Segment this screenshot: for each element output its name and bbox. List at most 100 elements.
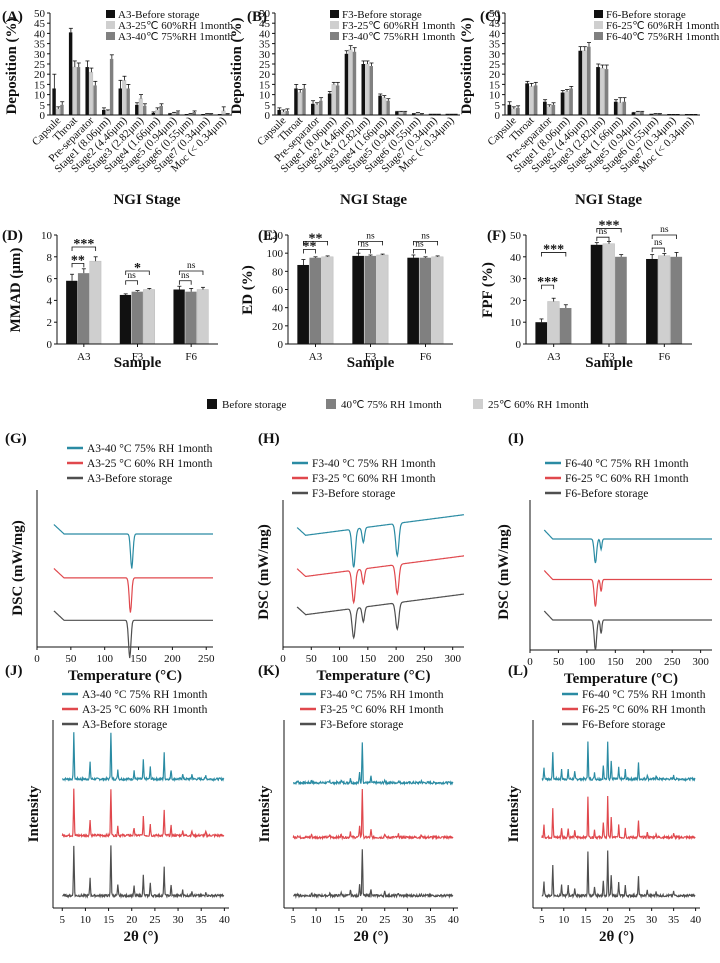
bar-a3-25-60-rh-1month bbox=[321, 256, 334, 345]
y-axis-title: MMAD (μm) bbox=[8, 248, 24, 333]
bar-stage1-8-06-m-f3-25-60-rh-1month bbox=[331, 84, 336, 116]
significance-bracket bbox=[178, 280, 192, 285]
bar-capsule-a3-before-storage bbox=[52, 88, 56, 115]
significance-bracket bbox=[358, 240, 383, 246]
y-tick-label: 10 bbox=[34, 90, 46, 102]
legend-label-f3-40-75-rh-1month: F3-40℃ 75%RH 1month bbox=[342, 31, 456, 43]
bar-throat-a3-40-75-rh-1month bbox=[76, 67, 81, 115]
x-tick-label: 20 bbox=[602, 914, 614, 926]
x-tick-label: 40 bbox=[448, 914, 460, 926]
panel-label: (B) bbox=[247, 9, 267, 25]
significance-label: *** bbox=[537, 275, 558, 290]
chart-b: (B)Deposition (%)05101520253035404550Cap… bbox=[229, 8, 460, 208]
trace-f3-40-c-75-rh-1month bbox=[293, 742, 454, 786]
y-tick-label: 50 bbox=[259, 8, 271, 20]
x-axis-title: Sample bbox=[114, 355, 162, 371]
significance-label: ns bbox=[421, 231, 430, 241]
y-axis-title: FPF (%) bbox=[480, 262, 496, 318]
bar-stage4-1-66-m-f6-40-75-rh-1month bbox=[622, 101, 627, 115]
legend-label-a3-40-c-75-rh-1month: A3-40 °C 75% RH 1month bbox=[87, 443, 213, 455]
x-tick-label: 35 bbox=[196, 914, 208, 926]
x-tick-label: 30 bbox=[402, 914, 414, 926]
y-tick-label: 2 bbox=[47, 317, 53, 329]
significance-bracket bbox=[125, 270, 150, 275]
trace-a3-25-c-60-rh-1month bbox=[61, 788, 225, 839]
x-tick-label: 20 bbox=[356, 914, 368, 926]
x-axis-title: Sample bbox=[347, 355, 395, 371]
panel-label: (G) bbox=[5, 431, 27, 447]
y-axis-title: Deposition (%) bbox=[229, 17, 245, 114]
legend-label-f3-40-c-75-rh-1month: F3-40 °C 75% RH 1month bbox=[312, 458, 436, 470]
panel-label: (L) bbox=[508, 663, 528, 679]
bar-stage1-8-06-m-f6-40-75-rh-1month bbox=[569, 88, 573, 115]
chart-a: (A)Deposition (%)05101520253035404550Cap… bbox=[2, 8, 234, 208]
bar-a3-40-75-rh-1month bbox=[77, 273, 90, 344]
y-tick-label: 15 bbox=[489, 79, 501, 91]
y-tick-label: 20 bbox=[34, 69, 46, 81]
x-axis-title: Temperature (°C) bbox=[68, 668, 182, 684]
bar-throat-a3-before-storage bbox=[68, 32, 73, 115]
trace-f6-40-c-75-rh-1month bbox=[543, 529, 712, 564]
bar-stage6-0-55-m-f3-40-75-rh-1month bbox=[419, 113, 424, 115]
significance-bracket bbox=[413, 249, 426, 254]
bar-f6-25-60-rh-1month bbox=[431, 256, 444, 345]
legend-label-f3-before-storage: F3-Before storage bbox=[312, 488, 395, 500]
legend-label-f6-25-c-60-rh-1month: F6-25 °C 60% RH 1month bbox=[565, 473, 689, 485]
x-tick-label: 300 bbox=[692, 656, 709, 668]
x-tick-label: 100 bbox=[96, 653, 113, 665]
chart-h: (H) DSC (mW/mg) 0 50 100 150 200 250 300 Temperat… bbox=[256, 431, 465, 684]
bar-stage3-2-82-m-f6-25-60-rh-1month bbox=[600, 67, 605, 116]
legend-label-f6-before-storage: F6-Before storage bbox=[582, 719, 665, 731]
bar-moc-0-34-m-a3-25-60-rh-1month bbox=[221, 110, 226, 116]
chart-k: (K) Intensity 5 10 15 20 25 30 35 40 2θ (°) F3-40 °… bbox=[257, 663, 459, 945]
y-tick-label: 40 bbox=[259, 28, 271, 40]
bar-f3-40-75-rh-1month bbox=[364, 255, 377, 344]
bar-throat-f6-40-75-rh-1month bbox=[533, 85, 538, 115]
panel-label: (F) bbox=[487, 228, 506, 244]
y-tick-label: 25 bbox=[259, 59, 271, 71]
bar-stage5-0-94-m-f6-before-storage bbox=[631, 112, 636, 115]
bar-stage3-2-82-m-a3-before-storage bbox=[135, 104, 139, 115]
x-tick-label: 10 bbox=[80, 914, 92, 926]
legend-label-a3-40-c-75-rh-1month: A3-40 °C 75% RH 1month bbox=[82, 689, 208, 701]
trace-f3-25-c-60-rh-1month bbox=[296, 555, 464, 605]
bar-f3-before-storage bbox=[352, 255, 364, 344]
bar-f3-25-60-rh-1month bbox=[143, 289, 155, 345]
y-tick-label: 5 bbox=[265, 100, 271, 112]
x-tick-label: 50 bbox=[65, 653, 77, 665]
y-tick-label: 40 bbox=[34, 28, 46, 40]
x-tick-label: 5 bbox=[539, 914, 545, 926]
bar-f6-40-75-rh-1month bbox=[185, 291, 197, 344]
significance-bracket bbox=[413, 240, 438, 246]
y-tick-label: 15 bbox=[34, 79, 46, 91]
bar-pre-separator-f3-40-75-rh-1month bbox=[319, 100, 323, 115]
legend-label-f6-40-75-rh-1month: F6-40℃ 75%RH 1month bbox=[606, 31, 720, 43]
y-tick-label: 0 bbox=[495, 110, 501, 122]
bar-a3-before-storage bbox=[535, 322, 548, 344]
legend-label-f6-40-c-75-rh-1month: F6-40 °C 75% RH 1month bbox=[565, 458, 689, 470]
x-axis-title: 2θ (°) bbox=[599, 929, 634, 945]
chart-c: (C)Deposition (%)05101520253035404550Cap… bbox=[459, 8, 720, 208]
x-tick-label: 50 bbox=[306, 653, 318, 665]
legend-label-25-60-rh-1month: 25℃ 60% RH 1month bbox=[488, 399, 589, 411]
bar-f6-before-storage bbox=[407, 257, 419, 344]
bar-stage2-4-46-m-a3-25-60-rh-1month bbox=[122, 80, 127, 116]
x-tick-label: 35 bbox=[425, 914, 437, 926]
legend-swatch-f6-25-60-rh-1month bbox=[594, 21, 603, 29]
y-tick-label: 5 bbox=[40, 100, 46, 112]
bar-stage4-1-66-m-f3-40-75-rh-1month bbox=[386, 100, 390, 115]
x-tick-label: 5 bbox=[290, 914, 296, 926]
significance-label: *** bbox=[73, 237, 94, 252]
y-axis-title: DSC (mW/mg) bbox=[256, 524, 272, 619]
y-axis-title: Intensity bbox=[26, 785, 42, 842]
y-tick-label: 10 bbox=[259, 90, 271, 102]
y-tick-label: 100 bbox=[267, 248, 284, 260]
legend-label-before-storage: Before storage bbox=[222, 399, 287, 411]
significance-label: ns bbox=[415, 240, 424, 250]
bar-pre-separator-f6-40-75-rh-1month bbox=[551, 104, 556, 115]
trace-f6-25-c-60-rh-1month bbox=[541, 795, 696, 841]
legend-label-f3-25-c-60-rh-1month: F3-25 °C 60% RH 1month bbox=[312, 473, 436, 485]
trace-f6-25-c-60-rh-1month bbox=[543, 570, 712, 607]
legend-label-a3-25-c-60-rh-1month: A3-25 °C 60% RH 1month bbox=[82, 704, 208, 716]
